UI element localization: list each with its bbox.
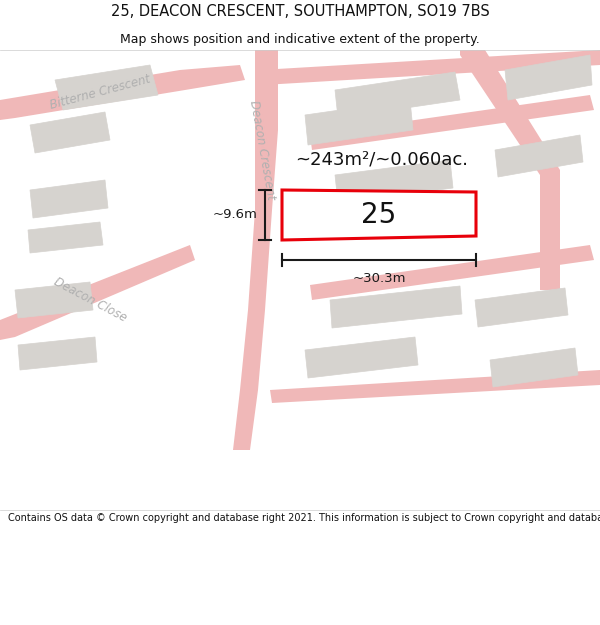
Polygon shape — [310, 245, 594, 300]
Polygon shape — [305, 100, 413, 145]
Text: 25: 25 — [361, 201, 397, 229]
Polygon shape — [30, 112, 110, 153]
Polygon shape — [495, 135, 583, 177]
Text: Bitterne Crescent: Bitterne Crescent — [49, 72, 152, 112]
Polygon shape — [270, 370, 600, 403]
Polygon shape — [305, 337, 418, 378]
Polygon shape — [335, 72, 460, 118]
Polygon shape — [28, 222, 103, 253]
Text: ~9.6m: ~9.6m — [212, 209, 257, 221]
Polygon shape — [233, 50, 278, 450]
Polygon shape — [0, 65, 245, 120]
Text: Deacon Crescent: Deacon Crescent — [247, 99, 277, 201]
Polygon shape — [30, 180, 108, 218]
Polygon shape — [0, 245, 195, 340]
Text: ~30.3m: ~30.3m — [352, 272, 406, 285]
Polygon shape — [260, 50, 600, 85]
Polygon shape — [55, 65, 158, 110]
Polygon shape — [282, 190, 476, 240]
Text: ~243m²/~0.060ac.: ~243m²/~0.060ac. — [295, 150, 468, 168]
Polygon shape — [475, 288, 568, 327]
Polygon shape — [335, 160, 453, 203]
Polygon shape — [505, 55, 592, 100]
Polygon shape — [490, 348, 578, 387]
Polygon shape — [330, 286, 462, 328]
Text: Deacon Close: Deacon Close — [52, 276, 128, 324]
Text: Contains OS data © Crown copyright and database right 2021. This information is : Contains OS data © Crown copyright and d… — [8, 514, 600, 524]
Polygon shape — [15, 282, 93, 318]
Text: Map shows position and indicative extent of the property.: Map shows position and indicative extent… — [120, 32, 480, 46]
Polygon shape — [460, 50, 560, 290]
Polygon shape — [310, 95, 594, 150]
Text: 25, DEACON CRESCENT, SOUTHAMPTON, SO19 7BS: 25, DEACON CRESCENT, SOUTHAMPTON, SO19 7… — [110, 4, 490, 19]
Polygon shape — [18, 337, 97, 370]
